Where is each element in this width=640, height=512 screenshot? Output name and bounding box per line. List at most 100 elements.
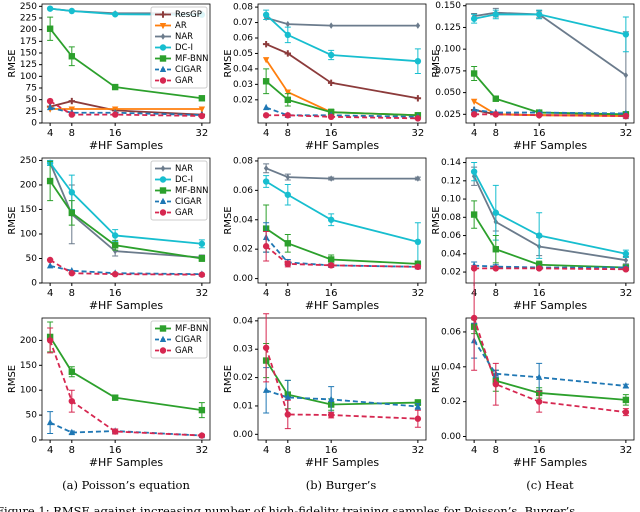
marker [46, 97, 54, 105]
marker [492, 265, 500, 272]
marker [414, 399, 422, 406]
x-tick-label: 32 [620, 288, 633, 299]
marker [111, 394, 119, 401]
series-line [49, 180, 203, 260]
legend-label: DC-I [175, 43, 193, 53]
series-line [265, 167, 418, 180]
legend-marker [159, 197, 167, 205]
marker [470, 211, 478, 218]
y-tick-label: 0.04 [233, 215, 253, 225]
marker [111, 428, 119, 435]
marker [111, 11, 119, 18]
y-tick-label: 0.03 [233, 345, 253, 355]
marker [111, 83, 119, 91]
y-tick-label: 200 [20, 180, 37, 190]
y-axis-label: RMSE [7, 206, 18, 234]
marker [262, 386, 270, 393]
series-line [265, 360, 418, 406]
marker [198, 106, 206, 113]
marker [327, 51, 335, 59]
plot-frame [465, 317, 635, 441]
series-line [265, 80, 418, 117]
x-axis-label: #HF Samples [305, 456, 380, 469]
y-tick-label: 250 [20, 2, 37, 12]
series-line [266, 114, 418, 120]
y-tick-label: 0.125 [435, 23, 461, 33]
y-axis-label: RMSE [7, 49, 18, 77]
legend-label: ResGP [175, 10, 202, 20]
plot-frame [257, 157, 427, 284]
series-line [49, 162, 202, 245]
marker [198, 255, 206, 262]
x-tick-label: 8 [69, 288, 75, 299]
x-tick-label: 16 [325, 128, 338, 139]
marker [415, 22, 421, 29]
legend-marker [159, 335, 167, 343]
series-line [49, 100, 202, 117]
series-line [265, 59, 418, 117]
marker [535, 265, 543, 272]
x-tick-label: 16 [533, 445, 546, 456]
marker [111, 111, 119, 118]
marker [285, 173, 291, 181]
legend-marker [159, 187, 167, 194]
marker [284, 112, 292, 119]
y-axis-label: RMSE [223, 365, 234, 393]
y-tick-label: 0 [31, 436, 37, 446]
marker [262, 243, 270, 250]
marker [68, 428, 76, 436]
x-tick-label: 16 [109, 445, 122, 456]
marker [284, 31, 292, 39]
marker [68, 189, 76, 196]
plot-frame [465, 3, 635, 124]
y-tick-label: 0.02 [233, 373, 253, 383]
marker [622, 396, 630, 404]
marker [327, 113, 335, 121]
y-tick-label: 50 [26, 411, 38, 421]
marker [414, 415, 422, 422]
marker [68, 97, 76, 105]
series-line [265, 236, 418, 268]
series-line [473, 317, 626, 414]
y-tick-label: 0 [31, 279, 37, 289]
x-tick-label: 16 [533, 288, 546, 299]
x-tick-label: 8 [493, 128, 499, 139]
plot-frame [257, 317, 427, 441]
legend-box [150, 160, 208, 221]
y-tick-label: 0.08 [233, 3, 253, 13]
marker [327, 411, 335, 419]
legend-label: DC-I [175, 175, 193, 185]
series-line [49, 106, 202, 116]
marker [327, 79, 335, 87]
x-tick-label: 16 [109, 128, 122, 139]
y-tick-label: 0.100 [435, 45, 461, 55]
marker [327, 256, 335, 263]
marker [492, 209, 500, 216]
marker [327, 216, 335, 223]
y-tick-label: 0.00 [233, 274, 253, 284]
marker [327, 395, 335, 402]
marker [492, 11, 500, 18]
series-line [473, 175, 627, 262]
marker [198, 240, 206, 247]
legend-marker [159, 11, 167, 18]
x-axis-label: #HF Samples [513, 456, 588, 469]
marker [262, 344, 270, 351]
y-tick-label: 50 [26, 254, 38, 264]
y-tick-label: 0.08 [441, 213, 461, 223]
marker [623, 256, 629, 264]
legend-label: GAR [175, 346, 193, 356]
x-tick-label: 4 [263, 445, 269, 456]
marker [68, 53, 76, 60]
y-tick-label: 200 [20, 25, 37, 35]
series-line [265, 347, 418, 420]
marker [46, 256, 54, 264]
y-tick-label: 0.05 [233, 49, 253, 59]
marker [263, 165, 269, 172]
marker [198, 432, 206, 439]
y-tick-label: 0.025 [435, 110, 461, 120]
x-tick-label: 16 [109, 288, 122, 299]
marker [284, 240, 292, 247]
marker [262, 40, 270, 48]
marker [414, 95, 422, 102]
